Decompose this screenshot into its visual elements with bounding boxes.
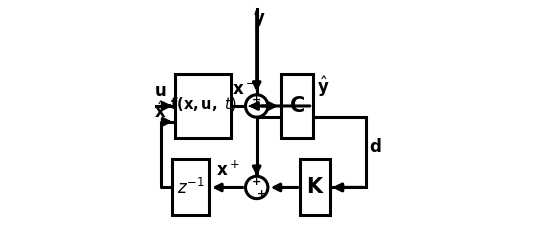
Text: $\mathbf{d}$: $\mathbf{d}$ [368,138,381,156]
Text: $\mathbf{f(x, u,}\ t)$: $\mathbf{f(x, u,}\ t)$ [170,94,237,112]
Text: $\mathbf{C}$: $\mathbf{C}$ [289,96,305,116]
Bar [281,74,313,138]
Text: $\mathbf{y}$: $\mathbf{y}$ [253,11,265,29]
Text: $\mathbf{x}^-$: $\mathbf{x}^-$ [232,81,256,99]
Circle shape [255,104,259,108]
Bar [172,159,209,215]
Bar [300,159,330,215]
Text: -: - [247,99,253,113]
Text: $\mathbf{x}^+$: $\mathbf{x}^+$ [216,161,239,180]
Text: +: + [252,95,261,105]
Text: $\mathbf{K}$: $\mathbf{K}$ [306,177,324,198]
Text: $z^{-1}$: $z^{-1}$ [177,177,204,198]
Text: +: + [257,189,267,199]
Text: +: + [252,177,261,187]
Text: $\hat{\mathbf{x}}$: $\hat{\mathbf{x}}$ [154,102,167,122]
Circle shape [245,176,268,199]
Text: $\hat{\mathbf{y}}$: $\hat{\mathbf{y}}$ [318,74,330,99]
Circle shape [245,95,268,117]
Text: $\mathbf{u}$: $\mathbf{u}$ [154,82,166,100]
Bar [175,74,231,138]
